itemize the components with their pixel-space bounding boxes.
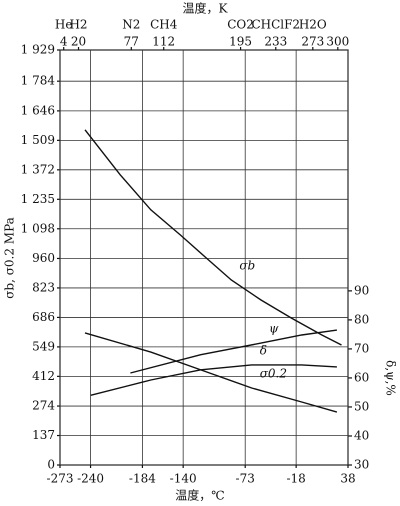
- gas-label: CH4: [150, 18, 178, 32]
- x-tick-label: -273: [47, 472, 74, 486]
- data-line: [84, 129, 342, 346]
- x2-tick-label: 112: [152, 35, 175, 49]
- y-tick-label: 549: [32, 339, 55, 353]
- data-line: [130, 329, 337, 374]
- x2-tick-label: 273: [301, 35, 324, 49]
- y2-tick-label: 60: [354, 370, 369, 384]
- x2-tick-label: 300: [326, 35, 349, 49]
- y-tick-label: 686: [32, 310, 55, 324]
- y-tick-label: 137: [32, 428, 55, 442]
- series-label: σ0.2: [260, 366, 287, 380]
- series-label: σb: [239, 258, 255, 272]
- y-tick-label: 412: [32, 369, 55, 383]
- x-tick-label: -240: [77, 472, 104, 486]
- y-tick-label: 0: [47, 458, 55, 472]
- y2-tick-label: 40: [354, 428, 369, 442]
- gas-label: CO2: [227, 18, 254, 32]
- y-tick-label: 823: [32, 280, 55, 294]
- x-axis-label: 温度，℃: [175, 488, 224, 503]
- y-tick-label: 960: [32, 251, 55, 265]
- x2-tick-label: 195: [229, 35, 252, 49]
- y-tick-label: 1 098: [21, 221, 55, 235]
- y-tick-label: 1 509: [21, 133, 55, 147]
- series-label: ψ: [269, 322, 279, 336]
- data-line: [84, 332, 338, 413]
- x2-tick-label: 20: [71, 35, 86, 49]
- y2-tick-label: 90: [354, 283, 369, 297]
- chart-title: 温度，K: [183, 1, 229, 16]
- series-label: δ: [260, 343, 267, 357]
- y2-axis-label: δ,ψ,%: [384, 360, 398, 396]
- x-tick-label: 38: [340, 472, 355, 486]
- gas-label: H2O: [299, 18, 327, 32]
- y-tick-label: 1 235: [21, 192, 55, 206]
- gas-label: CHClF2: [251, 18, 300, 32]
- y2-tick-label: 70: [354, 341, 369, 355]
- y-tick-label: 1 646: [21, 103, 55, 117]
- gas-label: He: [55, 18, 73, 32]
- y-tick-label: 274: [32, 399, 55, 413]
- gas-label: H2: [69, 18, 87, 32]
- y-tick-label: 1 784: [21, 74, 56, 88]
- x2-tick-label: 233: [264, 35, 287, 49]
- y-tick-label: 1 929: [21, 43, 55, 57]
- data-line: [90, 364, 337, 396]
- y2-tick-label: 50: [354, 399, 369, 413]
- x-tick-label: -184: [129, 472, 156, 486]
- y-axis-label: σb, σ0.2 MPa: [3, 217, 17, 299]
- gas-label: N2: [122, 18, 140, 32]
- x2-tick-label: 77: [124, 35, 139, 49]
- x-tick-label: -140: [170, 472, 197, 486]
- y2-tick-label: 30: [354, 458, 369, 472]
- y2-tick-label: 80: [354, 312, 369, 326]
- x2-tick-label: 4: [60, 35, 68, 49]
- y-tick-label: 1 372: [21, 162, 55, 176]
- x-tick-label: -73: [236, 472, 255, 486]
- x-tick-label: -18: [286, 472, 305, 486]
